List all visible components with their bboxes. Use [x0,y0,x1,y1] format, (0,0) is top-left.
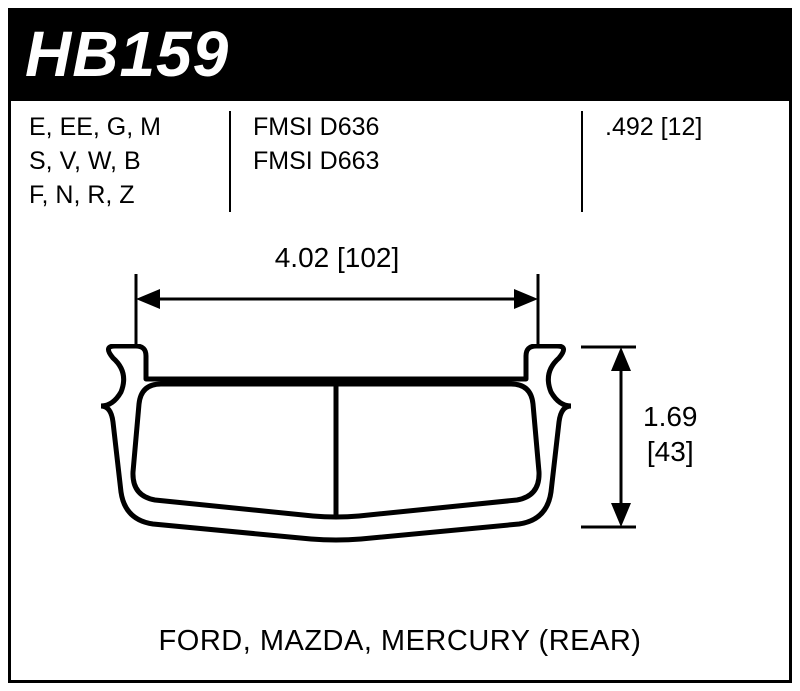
compound-row: E, EE, G, M [29,111,219,145]
spec-columns: E, EE, G, M S, V, W, B F, N, R, Z FMSI D… [11,101,789,214]
height-arrow [581,329,641,544]
fmsi-column: FMSI D636 FMSI D663 [229,111,429,212]
part-number: HB159 [25,18,229,90]
column-spacer [429,111,581,212]
height-label: 1.69 [43] [643,399,698,469]
compound-row: S, V, W, B [29,145,219,179]
header-bar: HB159 [11,11,789,101]
width-label: 4.02 [102] [136,242,538,274]
fmsi-row: FMSI D663 [253,145,429,179]
compound-codes-column: E, EE, G, M S, V, W, B F, N, R, Z [29,111,229,212]
thickness-value: .492 [12] [605,111,771,145]
spec-frame: HB159 E, EE, G, M S, V, W, B F, N, R, Z … [8,8,792,683]
compound-row: F, N, R, Z [29,179,219,213]
fmsi-row: FMSI D636 [253,111,429,145]
height-dimension: 1.69 [43] [581,329,741,549]
application-footer: FORD, MAZDA, MERCURY (REAR) [11,625,789,658]
thickness-column: .492 [12] [581,111,771,212]
height-value-in: 1.69 [643,399,698,434]
application-text: FORD, MAZDA, MERCURY (REAR) [159,625,642,657]
height-value-mm: [43] [643,434,698,469]
brake-pad-outline [101,344,571,564]
diagram-area: 4.02 [102] [11,214,789,604]
